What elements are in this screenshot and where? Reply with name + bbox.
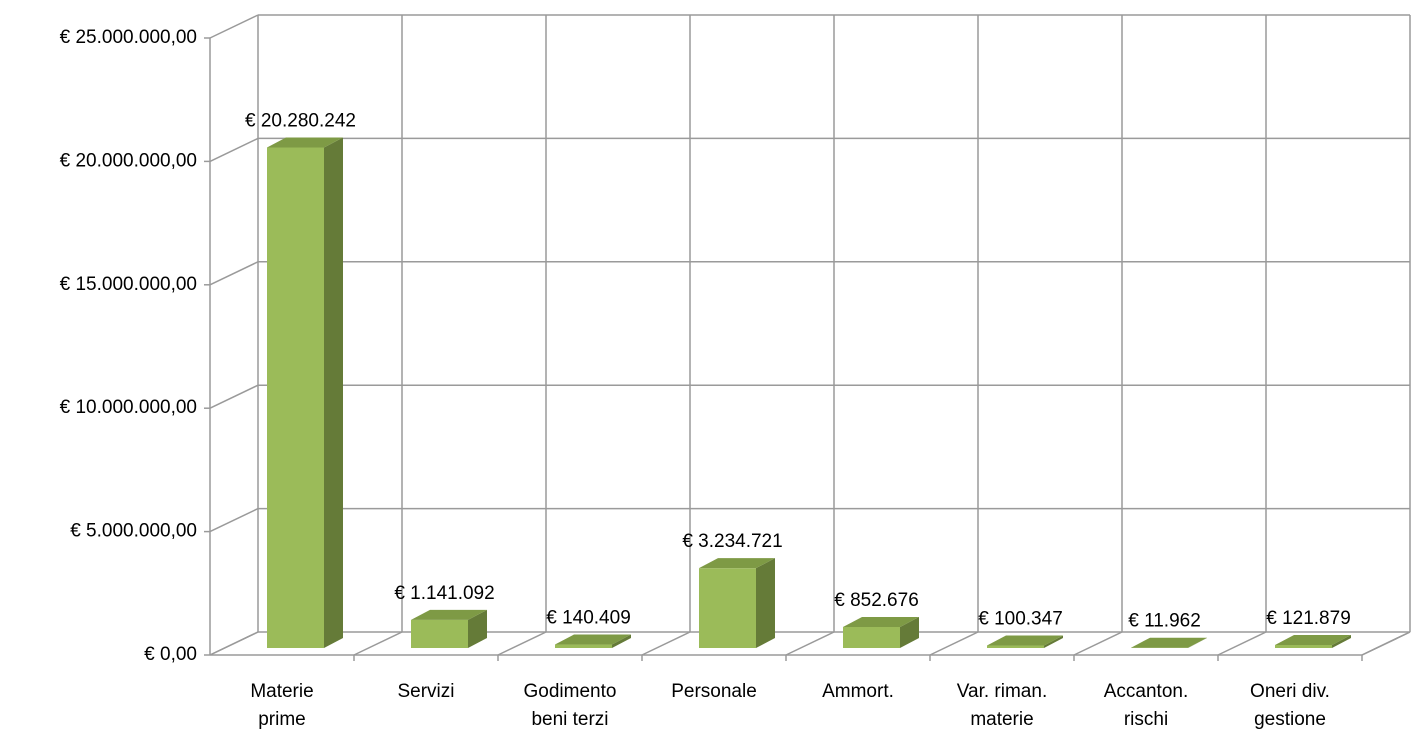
bar-side [468, 609, 487, 648]
floor-line [353, 631, 403, 656]
floor-line [1217, 631, 1267, 656]
x-tick-label: Materie [250, 681, 313, 702]
bar-top [555, 634, 631, 645]
bar-top [1131, 637, 1207, 648]
bar-side [1044, 635, 1063, 648]
bar-top [699, 558, 775, 569]
x-tick-label: gestione [1254, 709, 1326, 730]
bar-side [900, 616, 919, 648]
grid-line [209, 14, 259, 39]
bar-side [612, 634, 631, 648]
value-label: € 121.879 [1266, 608, 1351, 629]
bar-top [267, 137, 343, 148]
x-tick-label: Accanton. [1104, 681, 1189, 702]
floor-line [785, 631, 835, 656]
bar [843, 626, 900, 648]
grid-line [209, 631, 259, 656]
grid-line [209, 384, 259, 409]
x-tick-label: Ammort. [822, 681, 894, 702]
floor-line [1073, 631, 1123, 656]
bar [411, 619, 468, 648]
y-tick-label: € 20.000.000,00 [60, 150, 197, 171]
y-tick-label: € 15.000.000,00 [60, 274, 197, 295]
y-tick-label: € 5.000.000,00 [70, 521, 197, 542]
floor-line [497, 631, 547, 656]
bar-top [843, 616, 919, 627]
bar [987, 645, 1044, 648]
bar [1275, 644, 1332, 648]
x-tick-label: rischi [1124, 709, 1168, 730]
bar-side [1332, 634, 1351, 648]
value-label: € 11.962 [1128, 611, 1201, 632]
bar [699, 568, 756, 648]
value-label: € 140.409 [546, 608, 631, 629]
y-tick-label: € 10.000.000,00 [60, 397, 197, 418]
value-label: € 852.676 [834, 590, 919, 611]
x-tick-label: Godimento [524, 681, 617, 702]
grid-line [209, 507, 259, 533]
value-label: € 100.347 [978, 609, 1063, 630]
floor-line [1361, 631, 1411, 656]
x-tick-label: materie [970, 709, 1033, 730]
floor-line [641, 631, 691, 656]
bar-top [1275, 634, 1351, 645]
x-tick-label: Var. riman. [957, 681, 1047, 702]
floor-line [929, 631, 979, 656]
bar-side [1188, 637, 1207, 648]
value-label: € 20.280.242 [245, 110, 356, 131]
bar [267, 147, 324, 648]
value-label: € 3.234.721 [682, 531, 782, 552]
x-tick-label: Personale [671, 681, 757, 702]
x-tick-label: Servizi [397, 681, 454, 702]
bar-side [324, 137, 343, 648]
bar-top [987, 635, 1063, 646]
bar-top [411, 609, 487, 620]
grid-line [209, 261, 259, 286]
value-label: € 1.141.092 [394, 583, 494, 604]
y-tick-label: € 0,00 [144, 644, 197, 665]
bar [555, 644, 612, 648]
x-tick-label: prime [258, 709, 306, 730]
grid-line [209, 137, 259, 163]
x-tick-label: beni terzi [531, 709, 608, 730]
x-tick-label: Oneri div. [1250, 681, 1330, 702]
bar-side [756, 558, 775, 648]
y-tick-label: € 25.000.000,00 [60, 27, 197, 48]
